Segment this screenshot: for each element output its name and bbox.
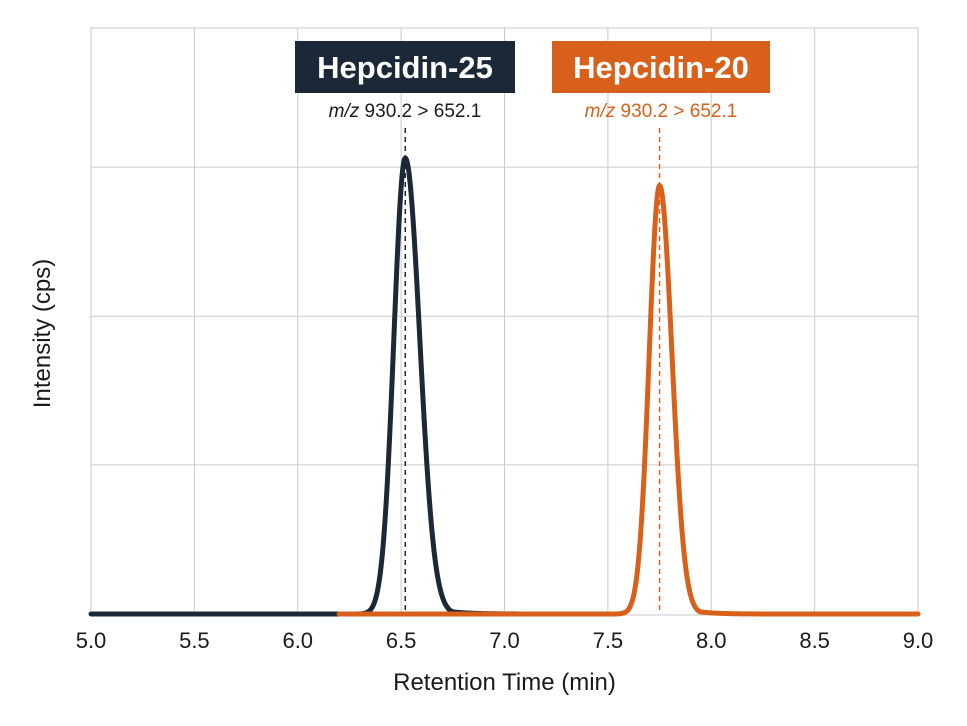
y-axis-label: Intensity (cps) (29, 259, 56, 408)
x-axis-label: Retention Time (min) (393, 669, 616, 696)
x-tick-label: 7.5 (593, 628, 624, 653)
x-tick-label: 8.0 (696, 628, 727, 653)
peak-name: Hepcidin-25 (317, 50, 493, 85)
peak-name: Hepcidin-20 (573, 50, 749, 85)
traces (88, 155, 921, 617)
x-tick-label: 8.5 (799, 628, 830, 653)
transition-prefix: m/z (329, 101, 360, 122)
peak-labels: Hepcidin-25 m/z 930.2 > 652.1 Hepcidin-20 m… (295, 41, 770, 122)
peak-label-hepcidin-20: Hepcidin-20 m/z 930.2 > 652.1 (552, 41, 770, 122)
grid (90, 27, 919, 616)
series-line-hepcidin-20 (336, 182, 921, 617)
x-tick-label: 5.5 (179, 628, 210, 653)
transition-value: 930.2 > 652.1 (359, 101, 481, 122)
transition-label: m/z 930.2 > 652.1 (329, 101, 482, 122)
transition-prefix: m/z (585, 101, 616, 122)
x-tick-label: 9.0 (903, 628, 934, 653)
apex-markers (404, 128, 661, 614)
x-tick-label: 6.5 (386, 628, 417, 653)
peak-label-hepcidin-25: Hepcidin-25 m/z 930.2 > 652.1 (295, 41, 515, 122)
transition-value: 930.2 > 652.1 (615, 101, 737, 122)
peak-label-box (552, 41, 770, 93)
x-tick-label: 7.0 (489, 628, 520, 653)
peak-label-box (295, 41, 515, 93)
x-tick-label: 6.0 (282, 628, 313, 653)
transition-label: m/z 930.2 > 652.1 (585, 101, 738, 122)
x-tick-labels: 5.0 5.5 6.0 6.5 7.0 7.5 8.0 8.5 9.0 (76, 628, 934, 653)
series-line-hepcidin-25 (88, 155, 590, 617)
x-tick-label: 5.0 (76, 628, 107, 653)
